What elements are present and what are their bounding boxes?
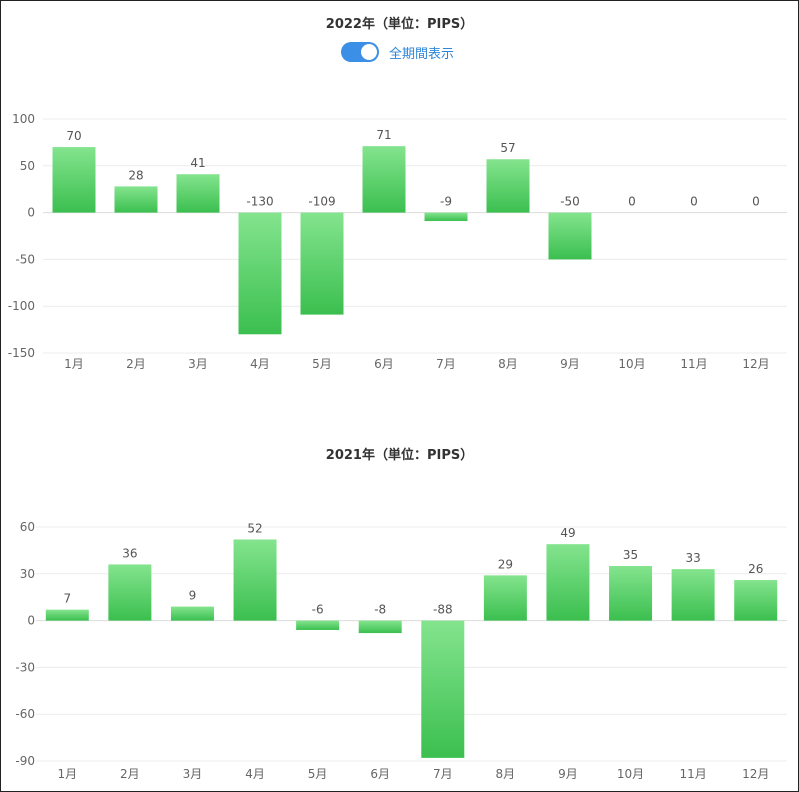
data-label: -88 bbox=[433, 603, 453, 617]
bar bbox=[362, 146, 406, 213]
bar bbox=[238, 212, 282, 335]
y-tick-label: -60 bbox=[15, 707, 35, 721]
y-tick-label: -150 bbox=[8, 346, 35, 360]
data-label: 28 bbox=[128, 168, 143, 182]
full-period-toggle[interactable]: 全期間表示 bbox=[341, 41, 454, 63]
y-tick-label: 0 bbox=[27, 614, 35, 628]
toggle-label: 全期間表示 bbox=[389, 46, 455, 62]
bar bbox=[671, 569, 715, 621]
bar bbox=[734, 580, 778, 621]
x-tick-label: 5月 bbox=[308, 767, 328, 781]
y-tick-label: -30 bbox=[15, 660, 35, 674]
bar bbox=[421, 620, 465, 758]
bar bbox=[296, 620, 340, 630]
y-tick-label: 50 bbox=[20, 159, 35, 173]
bar bbox=[233, 539, 277, 621]
data-label: -130 bbox=[246, 195, 273, 209]
x-tick-label: 6月 bbox=[374, 357, 394, 371]
y-tick-label: 60 bbox=[20, 520, 35, 534]
x-tick-label: 5月 bbox=[312, 357, 332, 371]
data-label: 33 bbox=[685, 551, 700, 565]
x-tick-label: 2月 bbox=[126, 357, 146, 371]
x-tick-label: 8月 bbox=[496, 767, 516, 781]
y-tick-label: -50 bbox=[15, 252, 35, 266]
bar bbox=[300, 212, 344, 315]
toggle-switch[interactable] bbox=[341, 42, 379, 62]
x-tick-label: 7月 bbox=[433, 767, 453, 781]
data-label: 36 bbox=[122, 546, 137, 560]
bar bbox=[176, 174, 220, 213]
x-tick-label: 10月 bbox=[617, 767, 644, 781]
chart-2021: 60 30 0 -30 -60 -90 7 1月 36 2月 9 3月 52 4月 -6 5月 -8 6月 -88 7… bbox=[15, 520, 787, 781]
x-tick-label: 3月 bbox=[188, 357, 208, 371]
bar bbox=[424, 212, 468, 222]
bar bbox=[483, 575, 527, 621]
data-label: -9 bbox=[440, 195, 452, 209]
y-tick-label: -100 bbox=[8, 299, 35, 313]
bar bbox=[170, 606, 214, 621]
toggle-knob bbox=[361, 44, 377, 60]
x-tick-label: 9月 bbox=[560, 357, 580, 371]
chart-2022: 100 50 0 -50 -100 -150 70 1月 28 2月 41 3月 -130 4月 -109 5… bbox=[8, 112, 787, 371]
bar bbox=[609, 566, 653, 621]
chart-2021-title: 2021年（単位：PIPS） bbox=[325, 448, 474, 463]
x-tick-label: 6月 bbox=[370, 767, 390, 781]
x-tick-label: 2月 bbox=[120, 767, 140, 781]
x-tick-label: 12月 bbox=[742, 357, 769, 371]
x-tick-label: 3月 bbox=[183, 767, 203, 781]
bar bbox=[546, 544, 590, 621]
y-tick-label: 0 bbox=[27, 206, 35, 220]
bar bbox=[52, 147, 96, 213]
bar bbox=[486, 159, 530, 213]
x-tick-label: 8月 bbox=[498, 357, 518, 371]
data-label: 70 bbox=[66, 129, 81, 143]
data-label: 7 bbox=[63, 592, 71, 606]
bar bbox=[114, 186, 158, 213]
data-label: -50 bbox=[560, 195, 580, 209]
data-label: -6 bbox=[312, 603, 324, 617]
data-label: 52 bbox=[247, 521, 262, 535]
data-label: -109 bbox=[308, 195, 335, 209]
bar bbox=[108, 564, 152, 621]
x-tick-label: 11月 bbox=[679, 767, 706, 781]
x-tick-label: 7月 bbox=[436, 357, 456, 371]
x-tick-label: 4月 bbox=[250, 357, 270, 371]
data-label: 0 bbox=[752, 195, 760, 209]
x-tick-label: 1月 bbox=[57, 767, 77, 781]
x-tick-label: 4月 bbox=[245, 767, 265, 781]
bar bbox=[45, 609, 89, 621]
y-tick-label: 100 bbox=[12, 112, 35, 126]
x-tick-label: 12月 bbox=[742, 767, 769, 781]
bar bbox=[358, 620, 402, 634]
x-tick-label: 10月 bbox=[618, 357, 645, 371]
data-label: 49 bbox=[560, 526, 575, 540]
bar bbox=[548, 212, 592, 260]
x-tick-label: 11月 bbox=[680, 357, 707, 371]
data-label: 9 bbox=[189, 589, 197, 603]
data-label: 29 bbox=[498, 557, 513, 571]
data-label: 41 bbox=[190, 156, 205, 170]
data-label: 0 bbox=[628, 195, 636, 209]
data-label: 35 bbox=[623, 548, 638, 562]
data-label: 57 bbox=[500, 141, 515, 155]
y-tick-label: 30 bbox=[20, 567, 35, 581]
chart-2022-title: 2022年（単位：PIPS） bbox=[325, 17, 474, 32]
data-label: -8 bbox=[374, 603, 386, 617]
x-tick-label: 1月 bbox=[64, 357, 84, 371]
x-tick-label: 9月 bbox=[558, 767, 578, 781]
data-label: 26 bbox=[748, 562, 763, 576]
data-label: 0 bbox=[690, 195, 698, 209]
y-tick-label: -90 bbox=[15, 754, 35, 768]
data-label: 71 bbox=[376, 128, 391, 142]
